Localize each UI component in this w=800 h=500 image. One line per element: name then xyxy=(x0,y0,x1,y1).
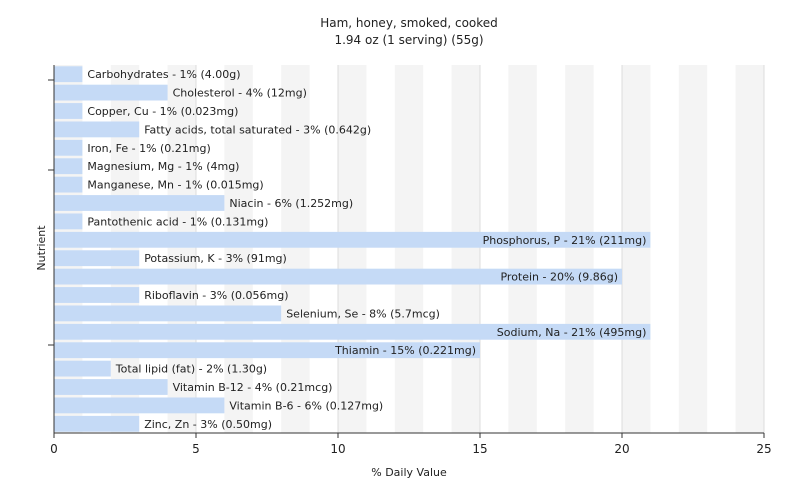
x-tick-label: 5 xyxy=(192,442,200,456)
grid-band xyxy=(508,65,537,433)
bar-label: Total lipid (fat) - 2% (1.30g) xyxy=(115,363,267,376)
bar xyxy=(54,139,83,156)
plot-area: Carbohydrates - 1% (4.00g) Cholesterol - … xyxy=(48,65,772,456)
grid-band xyxy=(622,65,651,433)
bar xyxy=(54,195,225,211)
bar-label: Potassium, K - 3% (91mg) xyxy=(144,252,287,265)
bar xyxy=(54,379,168,395)
y-axis-label: Nutrient xyxy=(35,225,48,271)
bar xyxy=(54,360,111,377)
bar xyxy=(54,176,83,193)
bar-label: Iron, Fe - 1% (0.21mg) xyxy=(87,142,210,155)
bar-label: Selenium, Se - 8% (5.7mcg) xyxy=(286,307,440,320)
x-tick-label: 25 xyxy=(756,442,771,456)
x-tick-label: 10 xyxy=(330,442,345,456)
bar-label: Riboflavin - 3% (0.056mg) xyxy=(144,289,288,302)
bar xyxy=(54,158,83,175)
bar xyxy=(54,121,140,138)
chart-title: Ham, honey, smoked, cooked xyxy=(320,16,498,30)
bar-label: Phosphorus, P - 21% (211mg) xyxy=(483,234,647,247)
x-tick-label: 15 xyxy=(472,442,487,456)
bar-label: Magnesium, Mg - 1% (4mg) xyxy=(87,160,239,173)
x-tick-label: 20 xyxy=(614,442,629,456)
bar xyxy=(54,305,282,322)
bar xyxy=(54,287,140,303)
bar-label: Pantothenic acid - 1% (0.131mg) xyxy=(87,215,268,228)
bar-label: Thiamin - 15% (0.221mg) xyxy=(334,344,476,357)
x-tick-label: 0 xyxy=(50,442,58,456)
bar-label: Vitamin B-12 - 4% (0.21mcg) xyxy=(173,381,333,394)
bar xyxy=(54,250,140,267)
bar-label: Zinc, Zn - 3% (0.50mg) xyxy=(144,418,272,431)
bar xyxy=(54,66,83,83)
bar-label: Copper, Cu - 1% (0.023mg) xyxy=(87,105,238,118)
bar xyxy=(54,103,83,119)
grid-band xyxy=(451,65,480,433)
bar xyxy=(54,342,480,359)
bar xyxy=(54,213,83,230)
bar xyxy=(54,231,651,248)
grid-band xyxy=(394,65,424,433)
grid-band xyxy=(281,65,310,433)
bar xyxy=(54,268,622,285)
bar-label: Manganese, Mn - 1% (0.015mg) xyxy=(87,179,263,192)
grid-band xyxy=(110,65,140,433)
grid-band xyxy=(735,65,764,433)
x-axis-label: % Daily Value xyxy=(371,466,447,479)
bar-label: Sodium, Na - 21% (495mg) xyxy=(497,326,647,339)
bar-label: Cholesterol - 4% (12mg) xyxy=(173,87,307,100)
grid-band xyxy=(338,65,367,433)
bar-label: Niacin - 6% (1.252mg) xyxy=(229,197,353,210)
grid-band xyxy=(224,65,253,433)
bar-label: Carbohydrates - 1% (4.00g) xyxy=(87,68,240,81)
bar-label: Vitamin B-6 - 6% (0.127mg) xyxy=(229,399,383,412)
bar-label: Protein - 20% (9.86g) xyxy=(500,271,618,284)
grid-band xyxy=(167,65,196,433)
bar xyxy=(54,397,225,414)
bar xyxy=(54,415,140,432)
grid-band xyxy=(565,65,594,433)
grid-band xyxy=(54,65,83,433)
bar-label: Fatty acids, total saturated - 3% (0.642… xyxy=(144,123,371,136)
grid-band xyxy=(678,65,708,433)
bar xyxy=(54,84,168,101)
chart-subtitle: 1.94 oz (1 serving) (55g) xyxy=(334,33,483,47)
bar xyxy=(54,323,651,340)
